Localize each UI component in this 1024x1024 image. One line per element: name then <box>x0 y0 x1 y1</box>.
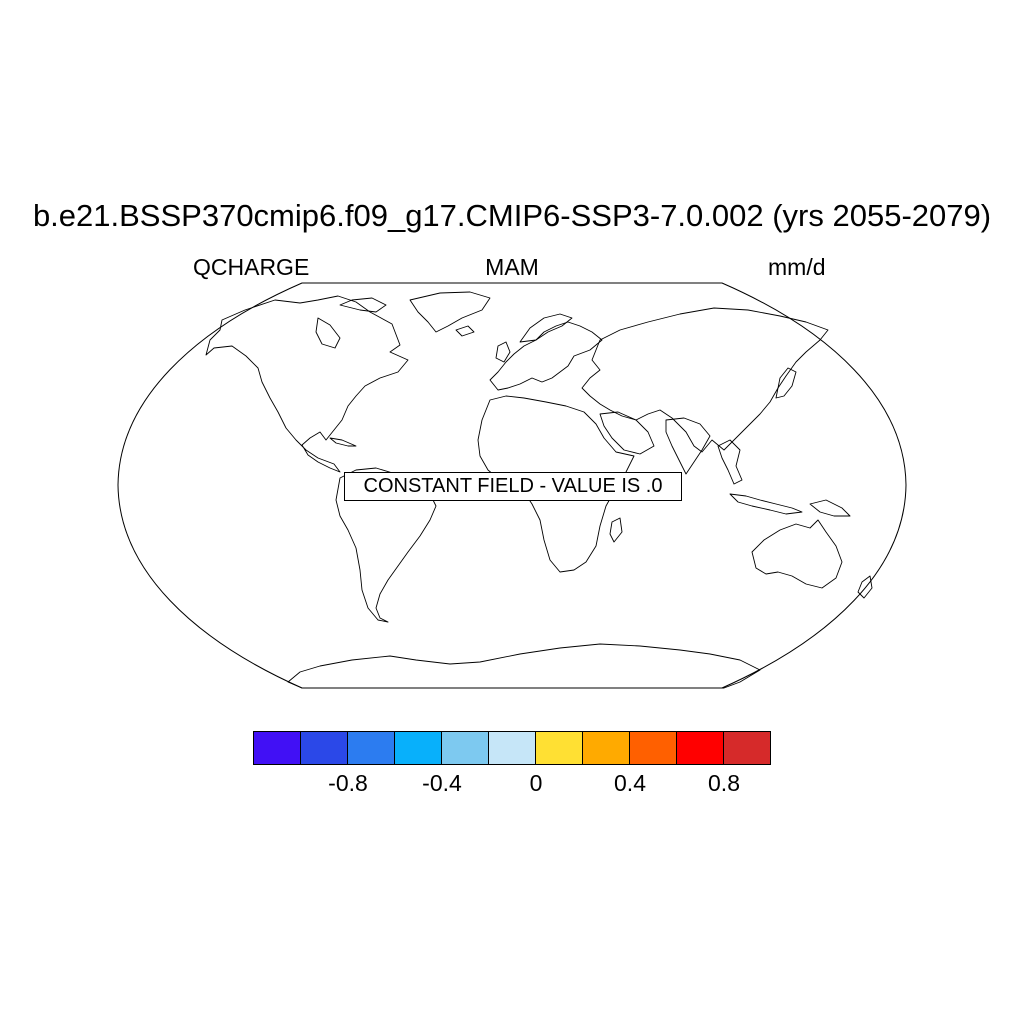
coastline-cuba <box>329 437 357 447</box>
colorbar-swatch <box>489 732 536 764</box>
coastline-europe <box>489 321 603 391</box>
coastline-scandinavia <box>519 313 573 343</box>
units-label: mm/d <box>768 254 826 280</box>
coastline-india <box>665 417 711 475</box>
colorbar-swatch <box>724 732 770 764</box>
coastline-arctic-islands <box>339 297 387 313</box>
colorbar-tick-label: 0.8 <box>708 770 740 796</box>
coastline-north-america <box>205 295 409 473</box>
colorbar-swatch <box>630 732 677 764</box>
season-label: MAM <box>485 254 539 280</box>
coastline-arabia <box>599 411 655 455</box>
coastline-asia <box>581 307 829 453</box>
coastline-new-zealand <box>857 575 873 599</box>
coastline-new-guinea <box>809 499 851 517</box>
coastline-indonesia <box>729 493 803 515</box>
colorbar-tick-label: -0.4 <box>422 770 462 796</box>
colorbar-swatch <box>442 732 489 764</box>
coastline-greenland <box>409 291 491 333</box>
colorbar-tick-label: 0 <box>529 770 543 796</box>
colorbar-swatch <box>536 732 583 764</box>
coastline-japan <box>775 367 797 399</box>
colorbar <box>253 731 771 765</box>
coastline-madagascar <box>609 517 623 543</box>
colorbar-swatch <box>348 732 395 764</box>
variable-label: QCHARGE <box>193 254 310 280</box>
coastlines <box>205 291 873 689</box>
colorbar-swatch <box>677 732 724 764</box>
coastline-british-isles <box>495 341 511 363</box>
constant-field-message: CONSTANT FIELD - VALUE IS .0 <box>344 472 682 501</box>
coastline-southeast-asia <box>717 439 743 485</box>
coastline-antarctica <box>287 643 761 689</box>
colorbar-swatch <box>301 732 348 764</box>
colorbar-tick-label: 0.4 <box>614 770 646 796</box>
colorbar-swatch <box>395 732 442 764</box>
colorbar-tick-label: -0.8 <box>328 770 368 796</box>
plot-title: b.e21.BSSP370cmip6.f09_g17.CMIP6-SSP3-7.… <box>32 198 992 233</box>
coastline-iceland <box>455 325 475 337</box>
coastline-hudson-bay <box>315 317 341 349</box>
coastline-australia <box>751 519 843 589</box>
colorbar-swatch <box>254 732 301 764</box>
colorbar-swatch <box>583 732 630 764</box>
